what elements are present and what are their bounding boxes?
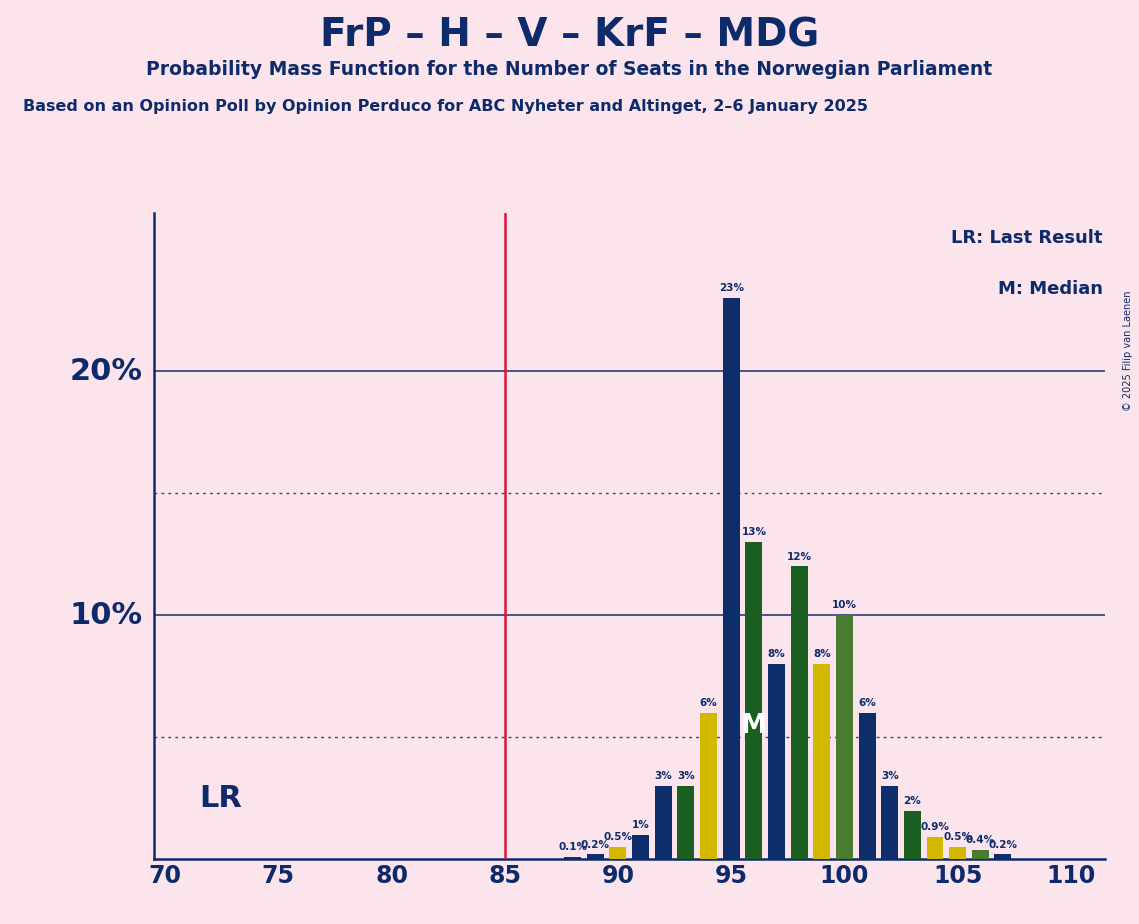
Text: Based on an Opinion Poll by Opinion Perduco for ABC Nyheter and Altinget, 2–6 Ja: Based on an Opinion Poll by Opinion Perd… — [23, 99, 868, 114]
Text: M: Median: M: Median — [998, 281, 1103, 298]
Text: 0.2%: 0.2% — [989, 840, 1017, 849]
Bar — [723, 298, 739, 859]
Text: 10%: 10% — [69, 601, 142, 630]
Text: 6%: 6% — [858, 698, 876, 708]
Text: 23%: 23% — [719, 283, 744, 293]
Bar — [859, 713, 876, 859]
Text: 0.2%: 0.2% — [581, 840, 609, 849]
Text: 0.5%: 0.5% — [943, 833, 973, 843]
Text: 10%: 10% — [831, 601, 857, 611]
Text: 13%: 13% — [741, 527, 767, 537]
Bar — [655, 786, 672, 859]
Text: 8%: 8% — [813, 650, 830, 659]
Bar — [587, 855, 604, 859]
Text: 0.1%: 0.1% — [558, 842, 588, 852]
Bar — [790, 566, 808, 859]
Bar — [882, 786, 899, 859]
Bar — [972, 849, 989, 859]
Text: 3%: 3% — [677, 772, 695, 781]
Text: M: M — [740, 713, 767, 739]
Bar — [949, 847, 966, 859]
Text: Probability Mass Function for the Number of Seats in the Norwegian Parliament: Probability Mass Function for the Number… — [147, 60, 992, 79]
Text: 20%: 20% — [69, 357, 142, 385]
Bar — [609, 847, 626, 859]
Text: LR: Last Result: LR: Last Result — [951, 229, 1103, 247]
Bar — [768, 664, 785, 859]
Text: FrP – H – V – KrF – MDG: FrP – H – V – KrF – MDG — [320, 17, 819, 55]
Bar — [813, 664, 830, 859]
Text: 0.5%: 0.5% — [604, 833, 632, 843]
Bar — [994, 855, 1011, 859]
Bar — [564, 857, 581, 859]
Text: 2%: 2% — [903, 796, 921, 806]
Text: 3%: 3% — [880, 772, 899, 781]
Text: 3%: 3% — [655, 772, 672, 781]
Text: 8%: 8% — [768, 650, 786, 659]
Text: 6%: 6% — [699, 698, 718, 708]
Bar — [836, 615, 853, 859]
Text: 12%: 12% — [787, 552, 812, 562]
Text: 1%: 1% — [632, 820, 649, 830]
Text: 0.9%: 0.9% — [920, 822, 950, 833]
Bar — [632, 835, 649, 859]
Bar — [700, 713, 718, 859]
Text: LR: LR — [199, 784, 241, 813]
Bar — [745, 542, 762, 859]
Bar — [904, 810, 920, 859]
Text: © 2025 Filip van Laenen: © 2025 Filip van Laenen — [1123, 291, 1132, 411]
Bar — [678, 786, 695, 859]
Bar — [926, 837, 943, 859]
Text: 0.4%: 0.4% — [966, 834, 994, 845]
